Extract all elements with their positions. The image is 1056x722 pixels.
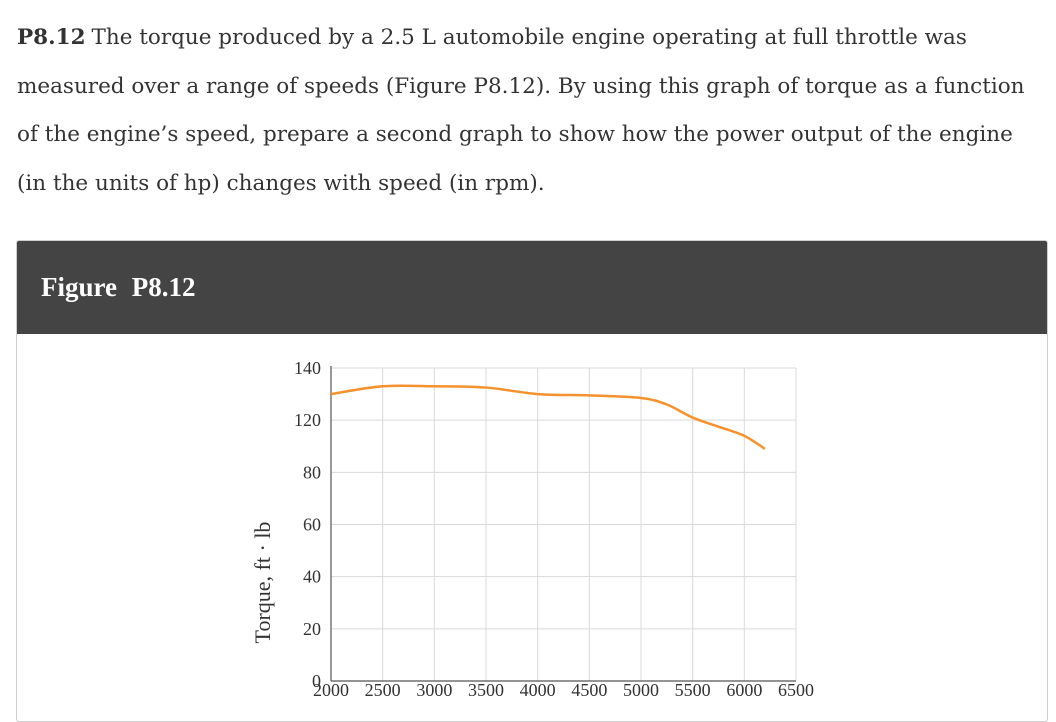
x-tick-label: 5000 [623,680,659,700]
y-tick-label: 140 [294,358,321,378]
x-tick-label: 2000 [313,680,349,700]
y-tick-label: 120 [294,410,321,430]
y-axis-title: Torque, ft · lb [250,522,275,644]
x-tick-label: 6500 [778,680,814,700]
problem-number: P8.12 [17,25,86,50]
x-tick-label: 3000 [416,680,452,700]
x-tick-label: 4500 [571,680,607,700]
torque-chart: 0 20 40 60 80 120 140 2000 2500 3000 3500 4000 4500 5… [250,358,814,700]
y-tick-label: 60 [303,515,321,535]
y-tick-label: 0 [312,671,321,691]
torque-curve [330,384,766,450]
x-tick-label: 4000 [520,680,556,700]
problem-statement: P8.12 The torque produced by a 2.5 L auto… [17,14,1042,208]
y-tick-label: 20 [303,619,321,639]
y-tick-label: 80 [303,462,321,482]
figure-title: Figure P8.12 [17,241,1047,334]
problem-text: The torque produced by a 2.5 L automobil… [17,25,1025,196]
x-tick-label: 5500 [675,680,711,700]
figure-container: Figure P8.12 0 20 40 60 80 120 140 2000 2500 3000… [16,240,1048,722]
x-tick-label: 6000 [726,680,762,700]
x-tick-label: 2500 [365,680,401,700]
y-tick-label: 40 [303,567,321,587]
x-tick-label: 3500 [468,680,504,700]
